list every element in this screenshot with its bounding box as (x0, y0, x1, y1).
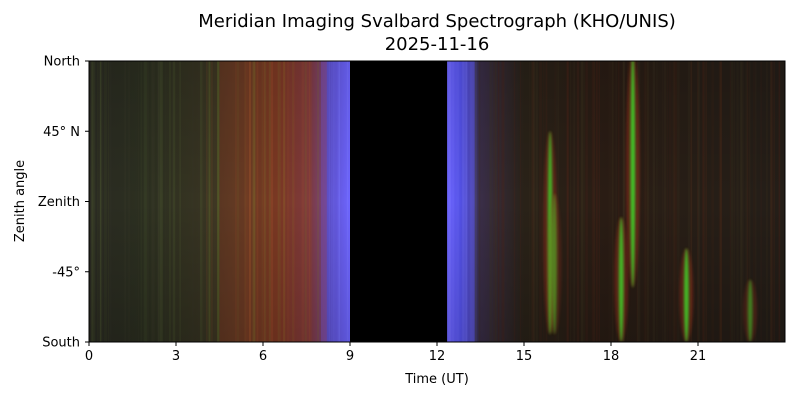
aurora-features (219, 61, 758, 342)
data-gap (350, 61, 448, 342)
x-tick-label: 3 (172, 349, 180, 364)
aurora-green-arc (618, 217, 624, 342)
x-tick-label: 12 (429, 349, 446, 364)
diffuse-red-emission (219, 61, 327, 342)
y-tick-label: 45° N (43, 125, 80, 140)
x-tick-label: 15 (516, 349, 533, 364)
chart-title: Meridian Imaging Svalbard Spectrograph (… (198, 11, 676, 32)
y-tick-label: -45° (52, 265, 80, 280)
twilight-band (321, 61, 350, 342)
aurora-green-arc (747, 279, 753, 342)
y-axis-label: Zenith angle (13, 160, 28, 242)
x-tick-label: 0 (85, 349, 93, 364)
x-axis: 0 3 6 9 12 15 18 21 (85, 342, 706, 364)
y-tick-label: South (42, 336, 80, 351)
chart-subtitle: 2025-11-16 (384, 34, 490, 55)
y-tick-label: North (44, 55, 80, 70)
x-axis-label: Time (UT) (404, 372, 469, 387)
twilight-band (447, 61, 475, 342)
aurora-green-arc (552, 193, 557, 335)
x-tick-label: 6 (259, 349, 267, 364)
x-tick-label: 18 (603, 349, 620, 364)
aurora-green-arc (684, 248, 689, 342)
plot-area (89, 61, 785, 342)
x-tick-label: 21 (690, 349, 707, 364)
y-tick-label: Zenith (38, 195, 80, 210)
aurora-green-arc (630, 61, 636, 288)
x-tick-label: 9 (346, 349, 354, 364)
y-axis: North 45° N Zenith -45° South (38, 55, 89, 351)
